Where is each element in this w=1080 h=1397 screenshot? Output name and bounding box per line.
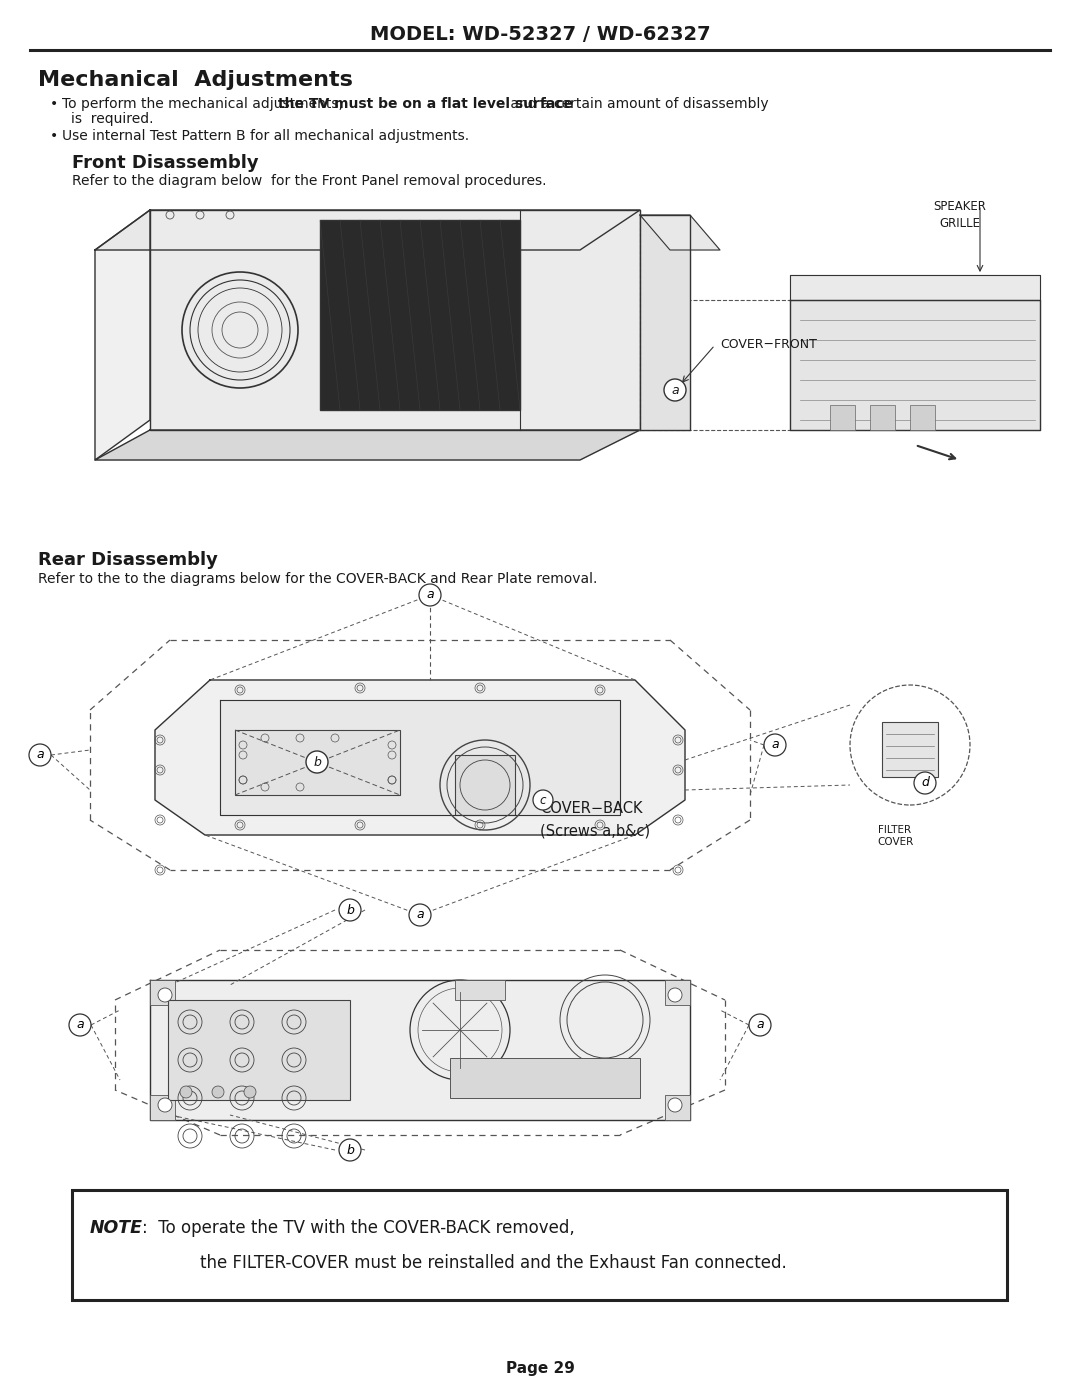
Polygon shape xyxy=(156,680,685,835)
Bar xyxy=(455,981,505,1000)
Text: MODEL: WD-52327 / WD-62327: MODEL: WD-52327 / WD-62327 xyxy=(369,25,711,45)
Text: SPEAKER
GRILLE: SPEAKER GRILLE xyxy=(933,200,986,231)
Text: Page 29: Page 29 xyxy=(505,1361,575,1376)
Text: b: b xyxy=(346,904,354,916)
Text: COVER−FRONT: COVER−FRONT xyxy=(720,338,816,352)
Polygon shape xyxy=(640,215,720,250)
Text: Use internal Test Pattern B for all mechanical adjustments.: Use internal Test Pattern B for all mech… xyxy=(62,129,469,142)
Polygon shape xyxy=(95,210,150,460)
Text: a: a xyxy=(756,1018,764,1031)
Circle shape xyxy=(419,584,441,606)
Circle shape xyxy=(244,1085,256,1098)
Text: a: a xyxy=(427,588,434,602)
Polygon shape xyxy=(789,300,1040,430)
Text: Mechanical  Adjustments: Mechanical Adjustments xyxy=(38,70,353,89)
Bar xyxy=(665,1095,690,1120)
Text: •: • xyxy=(50,96,58,110)
Circle shape xyxy=(212,1085,224,1098)
Bar xyxy=(72,1190,1007,1301)
Circle shape xyxy=(29,745,51,766)
Text: Rear Disassembly: Rear Disassembly xyxy=(38,550,218,569)
Text: a: a xyxy=(771,739,779,752)
Circle shape xyxy=(750,1014,771,1037)
Circle shape xyxy=(669,988,681,1002)
Bar xyxy=(150,1095,175,1120)
Text: the TV must be on a flat level surface: the TV must be on a flat level surface xyxy=(279,96,573,110)
Text: NOTE: NOTE xyxy=(90,1220,143,1236)
Circle shape xyxy=(69,1014,91,1037)
Bar xyxy=(665,981,690,1004)
Text: To perform the mechanical adjustments,: To perform the mechanical adjustments, xyxy=(62,96,348,110)
Text: Refer to the to the diagrams below for the COVER-BACK and Rear Plate removal.: Refer to the to the diagrams below for t… xyxy=(38,571,597,585)
Bar xyxy=(320,219,519,409)
Polygon shape xyxy=(640,215,690,430)
Text: •: • xyxy=(50,129,58,142)
Bar xyxy=(882,722,939,777)
Bar xyxy=(831,405,855,430)
Bar xyxy=(235,731,400,795)
Bar xyxy=(450,1058,640,1098)
Polygon shape xyxy=(95,210,640,250)
Bar xyxy=(910,405,935,430)
Circle shape xyxy=(158,988,172,1002)
Bar xyxy=(870,405,895,430)
Text: the FILTER-COVER must be reinstalled and the Exhaust Fan connected.: the FILTER-COVER must be reinstalled and… xyxy=(200,1255,786,1273)
Circle shape xyxy=(409,904,431,926)
Text: a: a xyxy=(77,1018,84,1031)
Circle shape xyxy=(664,379,686,401)
Text: Front Disassembly: Front Disassembly xyxy=(72,154,258,172)
Circle shape xyxy=(534,789,553,810)
Polygon shape xyxy=(95,430,640,460)
Text: b: b xyxy=(346,1144,354,1157)
Text: c: c xyxy=(540,793,546,806)
Bar xyxy=(150,981,175,1004)
Circle shape xyxy=(914,773,936,793)
Text: b: b xyxy=(313,756,321,768)
Polygon shape xyxy=(150,981,690,1120)
Circle shape xyxy=(339,1139,361,1161)
Text: a: a xyxy=(416,908,423,922)
Text: :  To operate the TV with the COVER-BACK removed,: : To operate the TV with the COVER-BACK … xyxy=(141,1220,575,1236)
Circle shape xyxy=(180,1085,192,1098)
Bar xyxy=(168,1000,350,1099)
Circle shape xyxy=(764,733,786,756)
Text: d: d xyxy=(921,777,929,789)
Circle shape xyxy=(158,1098,172,1112)
Circle shape xyxy=(339,900,361,921)
Text: Refer to the diagram below  for the Front Panel removal procedures.: Refer to the diagram below for the Front… xyxy=(72,175,546,189)
Polygon shape xyxy=(220,700,620,814)
Bar xyxy=(455,754,515,814)
Text: and a certain amount of disassembly: and a certain amount of disassembly xyxy=(507,96,769,110)
Polygon shape xyxy=(789,275,1040,300)
Polygon shape xyxy=(150,210,640,430)
Text: COVER−BACK
(Screws a,b&c): COVER−BACK (Screws a,b&c) xyxy=(540,802,650,838)
Text: is  required.: is required. xyxy=(71,112,153,126)
Circle shape xyxy=(306,752,328,773)
Text: a: a xyxy=(37,749,44,761)
Text: FILTER
COVER: FILTER COVER xyxy=(877,826,913,848)
Text: a: a xyxy=(671,384,679,397)
Circle shape xyxy=(669,1098,681,1112)
